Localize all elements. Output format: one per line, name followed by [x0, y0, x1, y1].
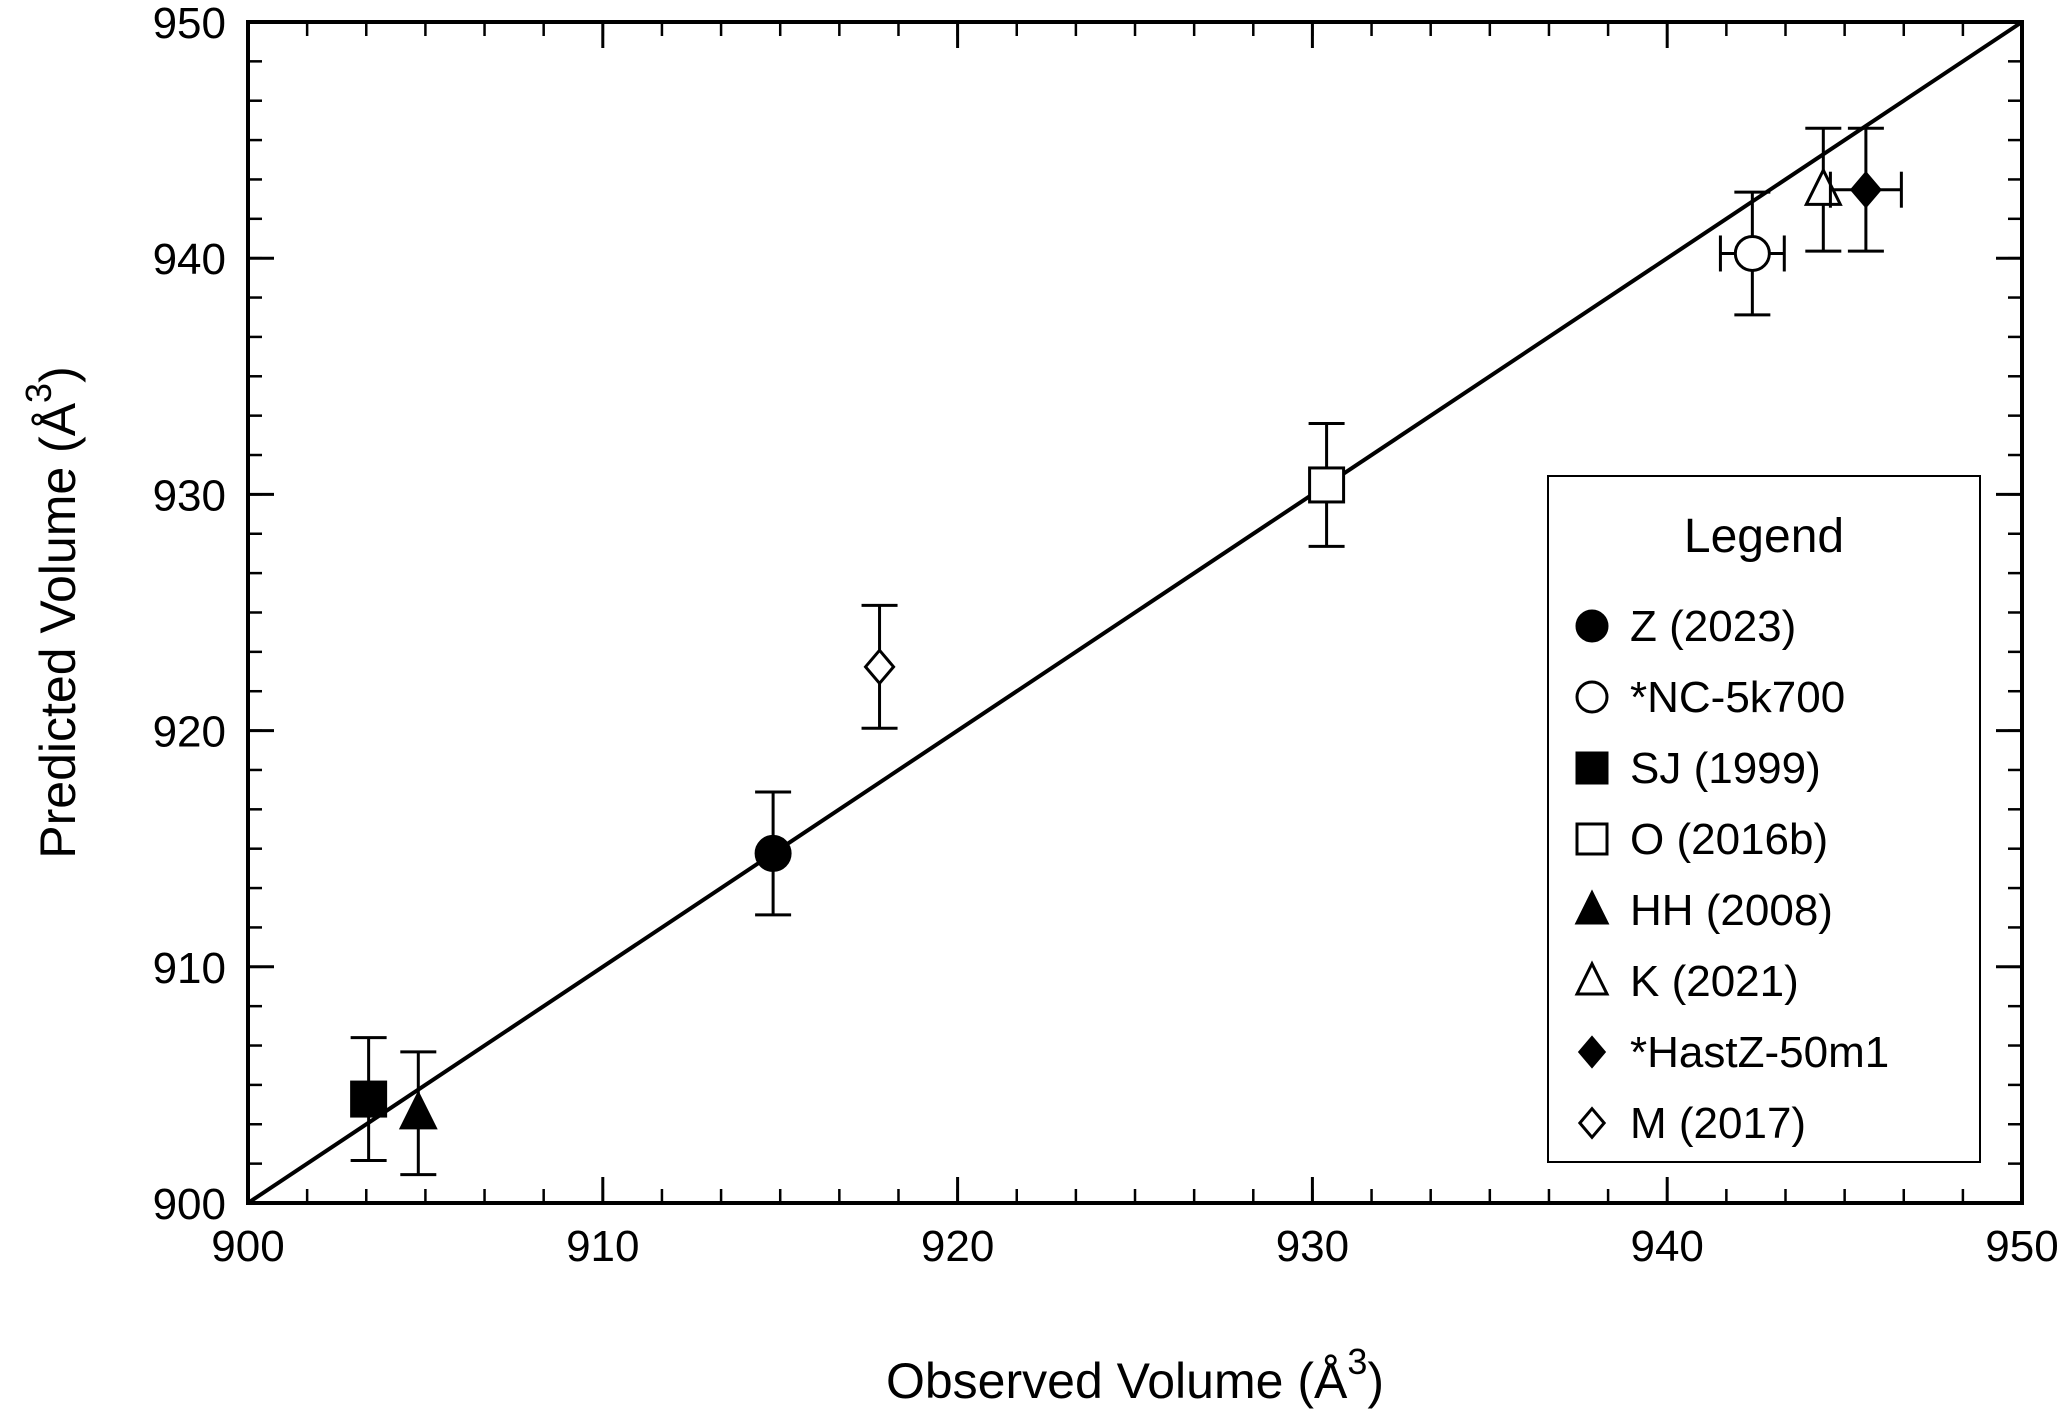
y-tick-label: 900 — [153, 1180, 226, 1229]
plot-area-frame — [246, 20, 2024, 1205]
legend-item: M (2017) — [1577, 1099, 1806, 1148]
x-tick-label: 920 — [921, 1222, 994, 1271]
data-point-diamond-filled — [1849, 170, 1882, 209]
data-point-group — [1718, 190, 1786, 317]
legend-label: HH (2008) — [1630, 886, 1833, 935]
legend-marker-diamond — [1577, 1035, 1607, 1069]
data-point-circle-filled — [754, 834, 792, 872]
y-tick-label: 920 — [153, 708, 226, 757]
data-point-group — [398, 1050, 438, 1177]
legend-label: SJ (1999) — [1630, 744, 1821, 793]
legend-marker-circle — [1575, 609, 1609, 643]
y-axis-label: Predicted Volume (Å3) — [18, 366, 86, 858]
y-tick-label: 940 — [153, 235, 226, 284]
legend-label: K (2021) — [1630, 957, 1799, 1006]
data-point-group — [861, 603, 898, 730]
legend-marker-triangle — [1574, 960, 1610, 996]
data-point-triangle-open — [1803, 166, 1843, 206]
legend-marker-circle — [1575, 680, 1609, 714]
legend-item: Z (2023) — [1575, 602, 1796, 651]
x-tick-label: 910 — [566, 1222, 639, 1271]
x-tick-label: 900 — [211, 1222, 284, 1271]
data-point-group — [754, 790, 792, 917]
data-point-triangle-filled — [398, 1090, 438, 1130]
y-tick-label: 910 — [153, 944, 226, 993]
points-layer — [350, 126, 1903, 1177]
legend-marker-triangle — [1574, 889, 1610, 925]
data-point-square-open — [1308, 466, 1346, 504]
data-point-group — [1308, 422, 1346, 548]
data-point-square-filled — [350, 1080, 388, 1118]
x-tick-label: 950 — [1985, 1222, 2058, 1271]
y-tick-label: 930 — [153, 471, 226, 520]
legend-item: K (2021) — [1574, 957, 1799, 1006]
x-axis-label: Observed Volume (Å3) — [886, 1341, 1384, 1409]
data-point-diamond-open — [863, 648, 896, 686]
legend-marker-diamond — [1577, 1106, 1607, 1140]
legend: Legend Z (2023) *NC-5k700 SJ (1999) O (2016… — [1547, 475, 1981, 1163]
legend-marker-square — [1575, 822, 1609, 856]
tick-labels-layer: 900 910 920 930 940 950 900 910 920 930 940 950 — [153, 0, 2059, 1271]
x-tick-label: 940 — [1630, 1222, 1703, 1271]
reference-line-layer — [246, 20, 2024, 1205]
y-tick-label: 950 — [153, 0, 226, 48]
legend-items: Z (2023) *NC-5k700 SJ (1999) O (2016b) HH (2… — [1574, 602, 1889, 1148]
legend-item: O (2016b) — [1575, 815, 1828, 864]
legend-label: Z (2023) — [1630, 602, 1796, 651]
reference-line-1to1 — [246, 20, 2024, 1205]
legend-item: *NC-5k700 — [1575, 673, 1845, 722]
legend-title: Legend — [1684, 510, 1844, 563]
x-tick-label: 930 — [1276, 1222, 1349, 1271]
data-point-circle-open — [1733, 234, 1771, 272]
legend-box — [1547, 475, 1981, 1163]
data-point-group — [350, 1036, 388, 1162]
legend-label: *NC-5k700 — [1630, 673, 1845, 722]
data-point-group — [1828, 126, 1903, 253]
legend-item: HH (2008) — [1574, 886, 1833, 935]
legend-label: M (2017) — [1630, 1099, 1806, 1148]
legend-label: *HastZ-50m1 — [1630, 1028, 1889, 1077]
legend-marker-square — [1575, 751, 1609, 785]
legend-item: SJ (1999) — [1575, 744, 1821, 793]
legend-label: O (2016b) — [1630, 815, 1828, 864]
legend-item: *HastZ-50m1 — [1577, 1028, 1889, 1077]
